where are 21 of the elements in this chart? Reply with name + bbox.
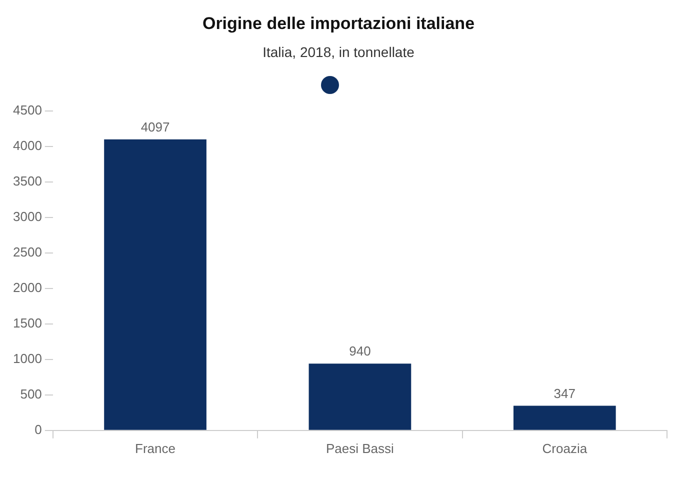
- data-label: 4097: [140, 120, 170, 134]
- y-tick-label: 2500: [13, 244, 42, 260]
- y-tick-label: 4500: [13, 102, 42, 118]
- bar: [308, 364, 412, 430]
- x-tick-label: Croazia: [542, 440, 588, 456]
- y-tick-label: 3500: [13, 173, 42, 188]
- x-tick-label: Paesi Bassi: [326, 440, 394, 456]
- data-label: 940: [349, 344, 371, 359]
- data-label: 347: [554, 386, 576, 401]
- y-tick-label: 3000: [13, 208, 42, 224]
- y-tick-label: 4000: [13, 138, 42, 153]
- y-tick-label: 0: [34, 422, 42, 437]
- y-tick-label: 500: [20, 386, 42, 402]
- y-tick-label: 1500: [13, 315, 42, 330]
- chart-subtitle: Italia, 2018, in tonnellate: [262, 44, 416, 60]
- bar: [513, 406, 616, 430]
- chart-title: Origine delle importazioni italiane: [201, 14, 476, 34]
- y-tick-label: 1000: [13, 350, 42, 366]
- y-tick-label: 2000: [13, 280, 42, 295]
- bar: [104, 139, 206, 430]
- x-tick-label: France: [135, 440, 176, 456]
